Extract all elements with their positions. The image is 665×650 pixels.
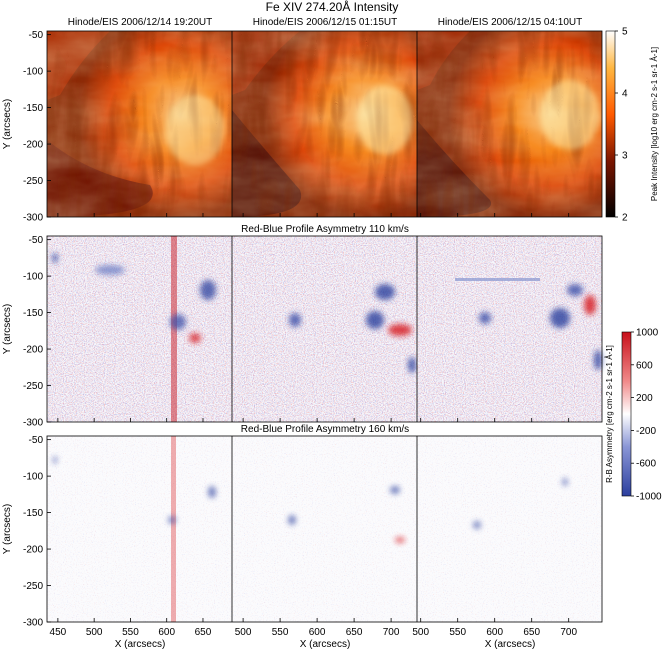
asymmetry-colorbar-label: R-B Asymmetry [erg cm-2 s-1 sr-1 Å-1] [605, 345, 614, 483]
y-tick-label: -200 [23, 140, 43, 151]
asymmetry-colorbar: 1000 600 200 -200 -600 -1000 R-B Asymmetry [e… [605, 328, 662, 503]
y-tick-label: -150 [23, 508, 43, 519]
x-tick-label: 650 [346, 627, 363, 638]
y-tick-label: -250 [23, 581, 43, 592]
y-tick-label: -200 [23, 545, 43, 556]
panel-title-1: Hinode/EIS 2006/12/14 19:20UT [68, 17, 213, 28]
x-tick-label: 650 [523, 627, 540, 638]
y-tick-label: -100 [23, 67, 43, 78]
y-axis-label-3: Y (arcsecs) [2, 504, 13, 554]
y-tick-label: -300 [23, 213, 43, 224]
x-tick-label: 700 [560, 627, 577, 638]
y-tick-label: -300 [23, 418, 43, 429]
colorbar-tick-label: 600 [636, 360, 653, 371]
asymmetry-160-panel-2 [232, 436, 417, 622]
asymmetry-160-panel-1 [47, 436, 232, 622]
x-tick-label: 550 [122, 627, 139, 638]
colorbar-tick-label: -1000 [636, 492, 662, 503]
y-tick-label: -100 [23, 272, 43, 283]
y-axis-label-1: Y (arcsecs) [2, 99, 13, 149]
y-tick-label: -100 [23, 472, 43, 483]
x-tick-label: 450 [50, 627, 67, 638]
x-tick-label: 650 [195, 627, 212, 638]
x-tick-label: 700 [383, 627, 400, 638]
y-tick-label: -150 [23, 308, 43, 319]
x-tick-label: 500 [412, 627, 429, 638]
y-axis-row-1: -50 -100 -150 -200 -250 -300 [23, 30, 51, 224]
asymmetry-160-panel-3 [417, 436, 602, 622]
x-tick-label: 550 [449, 627, 466, 638]
intensity-colorbar: 5 4 3 2 Peak Intensity [log10 erg cm-2 s-1 … [605, 27, 659, 224]
x-axis-label-1: X (arcsecs) [115, 639, 166, 650]
y-tick-label: -150 [23, 103, 43, 114]
row-title-2: Red-Blue Profile Asymmetry 110 km/s [241, 224, 409, 235]
colorbar-tick-label: -200 [636, 426, 656, 437]
y-tick-label: -50 [29, 435, 44, 446]
colorbar-tick-label: -600 [636, 459, 656, 470]
y-axis-row-2: -50 -100 -150 -200 -250 -300 [23, 235, 51, 429]
intensity-colorbar-label: Peak Intensity [log10 erg cm-2 s-1 sr-1 … [650, 47, 659, 201]
x-tick-label: 600 [309, 627, 326, 638]
asymmetry-110-panel-3 [417, 236, 602, 422]
colorbar-tick-label: 3 [622, 151, 628, 162]
colorbar-tick-label: 2 [622, 213, 628, 224]
panel-title-2: Hinode/EIS 2006/12/15 01:15UT [253, 17, 398, 28]
intensity-panel-3 [417, 31, 602, 217]
colorbar-tick-label: 5 [622, 27, 628, 38]
y-tick-label: -50 [29, 235, 44, 246]
colorbar-tick-label: 4 [622, 89, 628, 100]
asymmetry-110-panel-1 [47, 236, 232, 422]
main-title: Fe XIV 274.20Å Intensity [266, 0, 399, 14]
x-tick-label: 600 [486, 627, 503, 638]
y-axis-row-3: -50 -100 -150 -200 -250 -300 [23, 435, 51, 629]
x-tick-label: 500 [235, 627, 252, 638]
y-axis-label-2: Y (arcsecs) [2, 304, 13, 354]
x-axis-col-3: 500 550 600 650 700 [412, 213, 577, 638]
x-tick-label: 550 [272, 627, 289, 638]
row-title-3: Red-Blue Profile Asymmetry 160 km/s [241, 424, 409, 435]
x-tick-label: 600 [158, 627, 175, 638]
x-axis-label-3: X (arcsecs) [485, 639, 536, 650]
x-axis-col-2: 500 550 600 650 700 [235, 213, 400, 638]
y-tick-label: -50 [29, 30, 44, 41]
intensity-panel-1 [47, 31, 232, 217]
y-tick-label: -200 [23, 345, 43, 356]
y-tick-label: -250 [23, 381, 43, 392]
panel-frames [46, 30, 603, 623]
x-axis-label-2: X (arcsecs) [300, 639, 351, 650]
y-tick-label: -300 [23, 618, 43, 629]
intensity-panel-2 [232, 31, 417, 217]
asymmetry-110-panel-2 [232, 236, 417, 422]
y-tick-label: -250 [23, 176, 43, 187]
panel-title-3: Hinode/EIS 2006/12/15 04:10UT [438, 17, 583, 28]
colorbar-tick-label: 200 [636, 393, 653, 404]
x-tick-label: 500 [86, 627, 103, 638]
colorbar-tick-label: 1000 [636, 328, 659, 339]
x-axis-col-1: 450 500 550 600 650 [50, 213, 212, 638]
